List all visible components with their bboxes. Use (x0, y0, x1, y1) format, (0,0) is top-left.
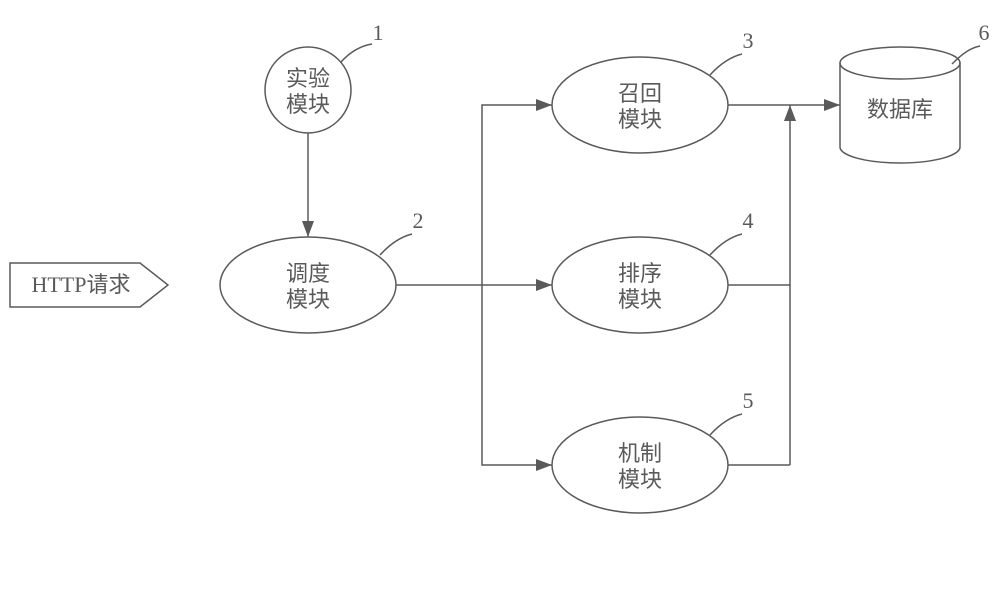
edge-branch_to_recall (482, 105, 552, 285)
mechanism-number: 5 (743, 388, 754, 413)
mechanism-label-1: 机制 (618, 441, 662, 466)
experiment-tick (341, 44, 372, 62)
experiment-number: 1 (373, 20, 384, 45)
recall-label-1: 召回 (618, 81, 662, 106)
dispatch-label-2: 模块 (286, 287, 330, 312)
arrowhead (536, 99, 552, 111)
recall-label-2: 模块 (618, 107, 662, 132)
mechanism-tick (710, 414, 742, 435)
database-top (840, 47, 960, 79)
database-label: 数据库 (867, 97, 933, 122)
arrowhead (302, 221, 314, 237)
experiment-label-2: 模块 (286, 92, 330, 117)
dispatch-label-1: 调度 (286, 261, 330, 286)
arrowhead (536, 459, 552, 471)
database-tick (952, 46, 980, 64)
sort-number: 4 (743, 208, 754, 233)
node-dispatch: 调度模块 2 (220, 208, 424, 333)
node-experiment: 实验模块 1 (265, 20, 384, 133)
dispatch-number: 2 (413, 208, 424, 233)
database-number: 6 (979, 20, 990, 45)
sort-label-2: 模块 (618, 287, 662, 312)
http-request-label: HTTP请求 (31, 272, 130, 297)
arrowhead (536, 279, 552, 291)
edge-branch_to_mech (482, 285, 552, 465)
arrowhead (824, 99, 840, 111)
recall-tick (710, 54, 742, 75)
sort-tick (710, 234, 742, 255)
sort-label-1: 排序 (618, 261, 662, 286)
diagram-canvas: HTTP请求实验模块1调度模块2召回模块3排序模块4机制模块5数据库6 (0, 0, 1000, 606)
node-database: 数据库 6 (840, 20, 990, 163)
node-recall: 召回模块 3 (552, 28, 754, 153)
node-sort: 排序模块 4 (552, 208, 754, 333)
experiment-label-1: 实验 (286, 66, 330, 91)
node-mechanism: 机制模块 5 (552, 388, 754, 513)
dispatch-tick (380, 234, 412, 255)
mechanism-label-2: 模块 (618, 467, 662, 492)
arrowhead (784, 105, 796, 121)
recall-number: 3 (743, 28, 754, 53)
